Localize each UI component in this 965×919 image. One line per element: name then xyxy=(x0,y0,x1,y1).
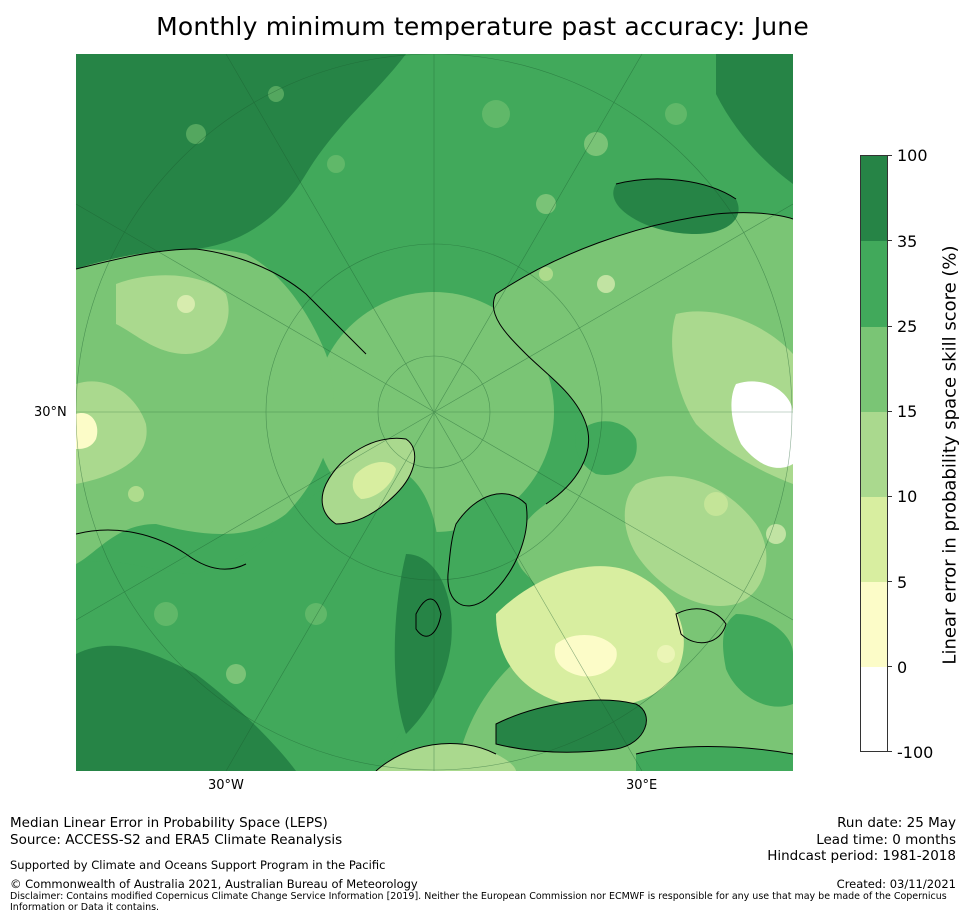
footer-created: Created: 03/11/2021 xyxy=(836,877,956,891)
land-east-asia-dark xyxy=(575,421,637,475)
sea-mediterranean xyxy=(496,700,647,753)
land-pale-west xyxy=(76,381,147,484)
colorbar-seg-10-15 xyxy=(861,412,887,497)
land-scandinavia xyxy=(447,493,527,606)
texture-speckles xyxy=(128,86,786,684)
footer-hindcast: Hindcast period: 1981-2018 xyxy=(767,848,956,864)
ocean-north-east xyxy=(716,54,793,184)
ocean-mid-atlantic-dark xyxy=(394,554,452,734)
land-asia-pale xyxy=(624,476,767,606)
colorbar-seg-15-25 xyxy=(861,327,887,412)
colorbar-label-10: 10 xyxy=(897,487,918,506)
colorbar-label-15: 15 xyxy=(897,402,918,421)
colorbar-label-100: 100 xyxy=(897,146,928,165)
land-arctic-siberia-dark xyxy=(613,179,739,234)
footer-run-date: Run date: 25 May xyxy=(837,815,956,831)
land-cream-west xyxy=(76,413,98,449)
map-canvas xyxy=(76,54,793,771)
footer-leps: Median Linear Error in Probability Space… xyxy=(10,815,328,831)
graticule xyxy=(76,54,793,771)
colorbar-tick xyxy=(887,326,892,327)
colorbar-title: Linear error in probability space skill … xyxy=(939,245,961,665)
chart-title: Monthly minimum temperature past accurac… xyxy=(156,12,809,41)
colorbar-label-0: 0 xyxy=(897,658,908,677)
ocean-north-pacific xyxy=(76,54,406,269)
colorbar-label-25: 25 xyxy=(897,317,918,336)
footer-copyright: © Commonwealth of Australia 2021, Austra… xyxy=(10,877,418,891)
land-africa-pale xyxy=(376,743,516,771)
colorbar-label-35: 35 xyxy=(897,232,918,251)
footer-disclaimer: Disclaimer: Contains modified Copernicus… xyxy=(10,891,947,913)
colorbar-tick xyxy=(887,751,892,752)
ocean-atlantic-dark xyxy=(76,645,296,771)
colorbar-tick xyxy=(887,411,892,412)
coastlines xyxy=(76,178,793,771)
colorbar-seg-35-100 xyxy=(861,156,887,241)
land-asia-dark xyxy=(723,614,793,707)
land-greenland-inner xyxy=(352,462,396,499)
footer-source: Source: ACCESS-S2 and ERA5 Climate Reana… xyxy=(10,832,343,848)
footer-support: Supported by Climate and Oceans Support … xyxy=(10,858,386,872)
colorbar-label-5: 5 xyxy=(897,573,908,592)
skill-map xyxy=(76,54,793,771)
colorbar-seg-25-35 xyxy=(861,241,887,327)
colorbar-tick xyxy=(887,496,892,497)
lon-label-30w: 30°W xyxy=(208,778,244,793)
land-north-africa xyxy=(636,746,793,771)
colorbar xyxy=(860,155,888,752)
colorbar-seg-neg100-0 xyxy=(861,667,887,751)
land-central-asia-cream xyxy=(731,381,793,468)
colorbar-tick xyxy=(887,581,892,582)
colorbar-tick xyxy=(887,666,892,667)
colorbar-tick xyxy=(887,155,892,156)
land-north-america-pale xyxy=(116,275,229,354)
colorbar-seg-0-5 xyxy=(861,582,887,667)
colorbar-label-neg100: -100 xyxy=(897,743,934,762)
colorbar-tick xyxy=(887,240,892,241)
land-europe-cream xyxy=(554,634,617,677)
colorbar-seg-5-10 xyxy=(861,497,887,582)
footer-lead-time: Lead time: 0 months xyxy=(816,832,956,848)
lon-label-30e: 30°E xyxy=(626,778,658,793)
lat-label-30n: 30°N xyxy=(34,405,67,420)
